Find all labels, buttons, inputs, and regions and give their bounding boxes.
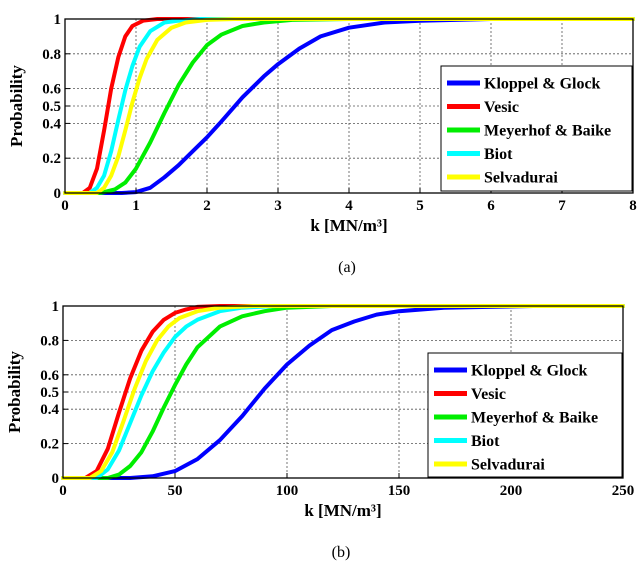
series-line-1 — [63, 17, 635, 195]
legend-entry: Kloppel & Glock — [471, 363, 588, 380]
x-tick-label: 0 — [59, 483, 67, 499]
y-axis-label: Probability — [5, 351, 24, 433]
y-tick-label: 1 — [54, 12, 62, 28]
legend-entry: Selvadurai — [471, 457, 545, 474]
x-tick-label: 0 — [61, 198, 69, 214]
series-line-5 — [61, 304, 625, 480]
series-line-2 — [61, 304, 625, 480]
legend-entry: Meyerhof & Baike — [484, 123, 611, 140]
x-tick-label: 2 — [203, 198, 211, 214]
y-tick-label: 0.4 — [40, 402, 59, 418]
y-tick-label: 0.8 — [42, 47, 61, 63]
x-tick-label: 200 — [500, 483, 523, 499]
y-tick-label: 0.2 — [40, 437, 59, 453]
y-tick-label: 0 — [52, 471, 60, 487]
legend-entry: Meyerhof & Baike — [471, 410, 598, 427]
y-tick-label: 0 — [54, 186, 62, 202]
legend-entry: Vesic — [484, 99, 519, 116]
y-tick-label: 0.6 — [40, 368, 59, 384]
panel-caption: (b) — [332, 544, 351, 561]
x-tick-label: 4 — [345, 198, 353, 214]
series-line-3 — [61, 304, 625, 480]
x-tick-label: 5 — [416, 198, 424, 214]
x-tick-label: 100 — [276, 483, 299, 499]
x-tick-label: 1 — [132, 198, 140, 214]
y-axis-label: Probability — [7, 65, 26, 147]
x-axis-label: k [MN/m³] — [310, 216, 387, 235]
x-tick-label: 7 — [558, 198, 566, 214]
x-tick-label: 150 — [388, 483, 411, 499]
y-tick-label: 1 — [52, 299, 60, 315]
legend-entry: Selvadurai — [484, 170, 558, 187]
legend: Kloppel & Glock Vesic Meyerhof & Baike Biot… — [440, 65, 633, 192]
legend-entry: Biot — [471, 433, 500, 450]
series-line-3 — [63, 17, 635, 195]
panel-caption: (a) — [338, 259, 356, 276]
y-tick-label: 0.5 — [40, 385, 59, 401]
chart-panel-2: 0 50 100 150 200 250 0 0.2 0.40.50.6 0.8 1 k [MN/m³… — [5, 299, 634, 561]
x-tick-label: 50 — [168, 483, 183, 499]
y-tick-label: 0.6 — [42, 82, 61, 98]
x-tick-label: 6 — [487, 198, 495, 214]
x-axis-label: k [MN/m³] — [304, 501, 381, 520]
legend-entry: Kloppel & Glock — [484, 76, 601, 93]
x-tick-label: 8 — [629, 198, 637, 214]
y-tick-label: 0.5 — [42, 99, 61, 115]
series-line-5 — [63, 17, 635, 195]
x-tick-label: 250 — [612, 483, 635, 499]
legend: Kloppel & Glock Vesic Meyerhof & Baike Biot… — [427, 352, 623, 478]
y-tick-label: 0.2 — [42, 151, 61, 167]
x-tick-label: 3 — [274, 198, 282, 214]
legend-entry: Biot — [484, 146, 513, 163]
legend-entry: Vesic — [471, 386, 506, 403]
chart-panel-1: 0 1 2 3 4 5 6 7 8 0 0.2 0.40.50.6 0.8 1 k [MN/m³] Proba… — [7, 12, 637, 276]
y-tick-label: 0.4 — [42, 116, 61, 132]
y-tick-label: 0.8 — [40, 333, 59, 349]
